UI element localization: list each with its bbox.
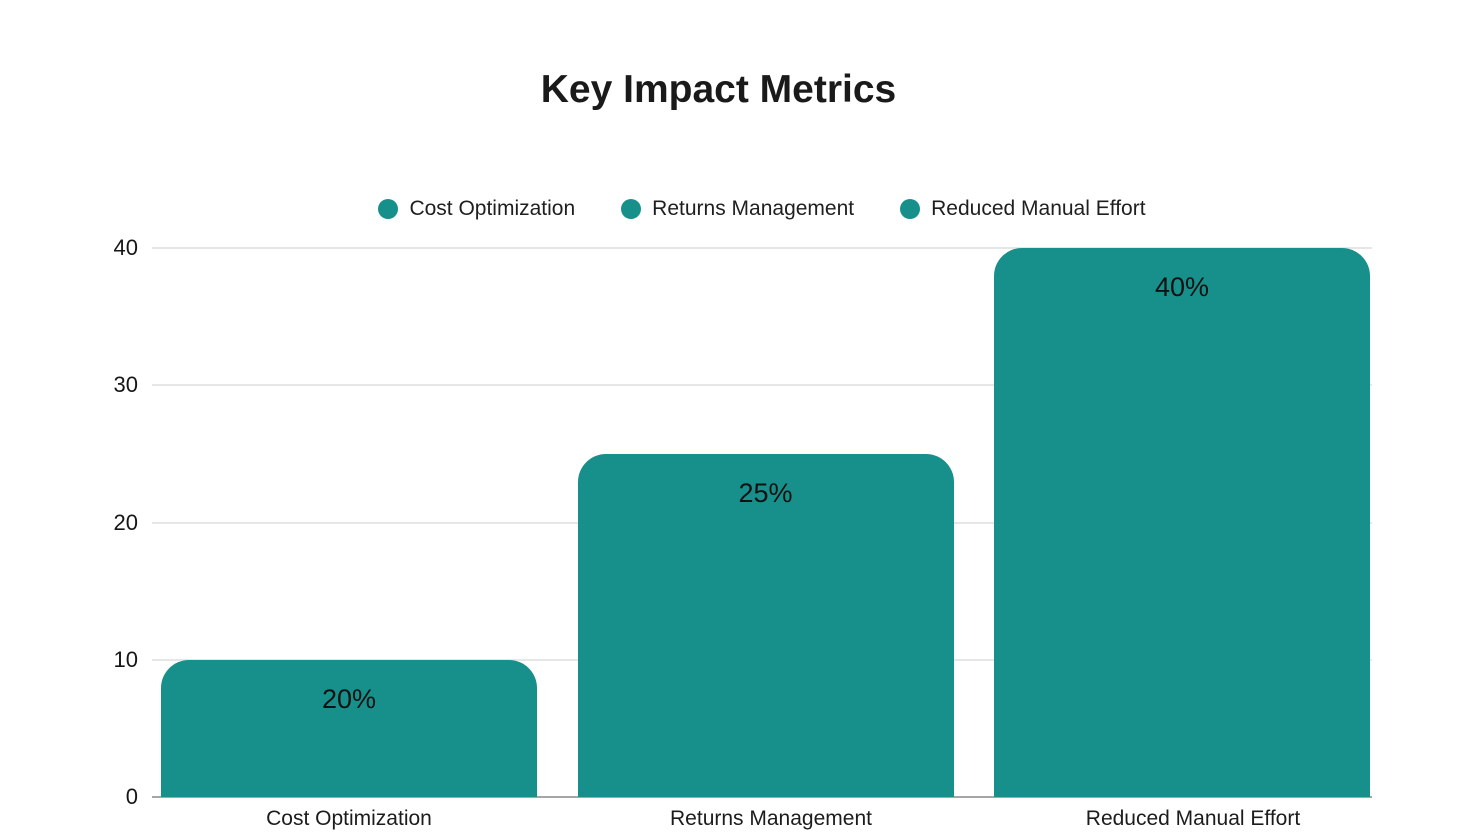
legend-label: Returns Management (652, 197, 855, 220)
gridline (152, 247, 1372, 249)
legend-dot-icon (378, 199, 399, 219)
bar-group: 20% 25% 40% (152, 248, 1372, 797)
legend: Cost Optimization Returns Management Red… (152, 195, 1372, 223)
legend-item-reduced-manual-effort: Reduced Manual Effort (900, 197, 1146, 221)
y-tick-label: 20 (113, 509, 138, 535)
y-axis-tick-labels: 0 10 20 30 40 (0, 237, 138, 808)
gridline (152, 384, 1372, 387)
x-axis-label: Cost Optimization (266, 807, 432, 830)
bar-reduced-manual-effort: 40% (994, 248, 1370, 797)
y-tick-label: 30 (113, 372, 138, 398)
legend-label: Cost Optimization (409, 197, 576, 220)
y-tick-label: 10 (113, 646, 138, 672)
x-axis-labels: Cost Optimization Returns Management Red… (152, 806, 1383, 831)
bar-value-label: 20% (321, 683, 377, 714)
bar-value-label: 25% (738, 477, 793, 508)
legend-dot-icon (621, 199, 642, 219)
plot-area: 20% 25% 40% (152, 247, 1372, 798)
legend-item-returns-management: Returns Management (621, 197, 854, 221)
x-axis-line (152, 796, 1372, 798)
bar-returns-management: 25% (577, 453, 954, 797)
y-tick-label: 40 (113, 235, 138, 260)
bar-value-label: 40% (1154, 272, 1210, 302)
x-axis-label: Returns Management (670, 807, 872, 830)
x-axis-label: Reduced Manual Effort (1085, 807, 1301, 830)
chart-title: Key Impact Metrics (540, 68, 897, 111)
bar-cost-optimization: 20% (161, 659, 537, 797)
legend-label: Reduced Manual Effort (931, 197, 1146, 220)
y-tick-label: 0 (125, 784, 138, 809)
legend-item-cost-optimization: Cost Optimization (378, 197, 575, 221)
legend-dot-icon (900, 199, 921, 219)
